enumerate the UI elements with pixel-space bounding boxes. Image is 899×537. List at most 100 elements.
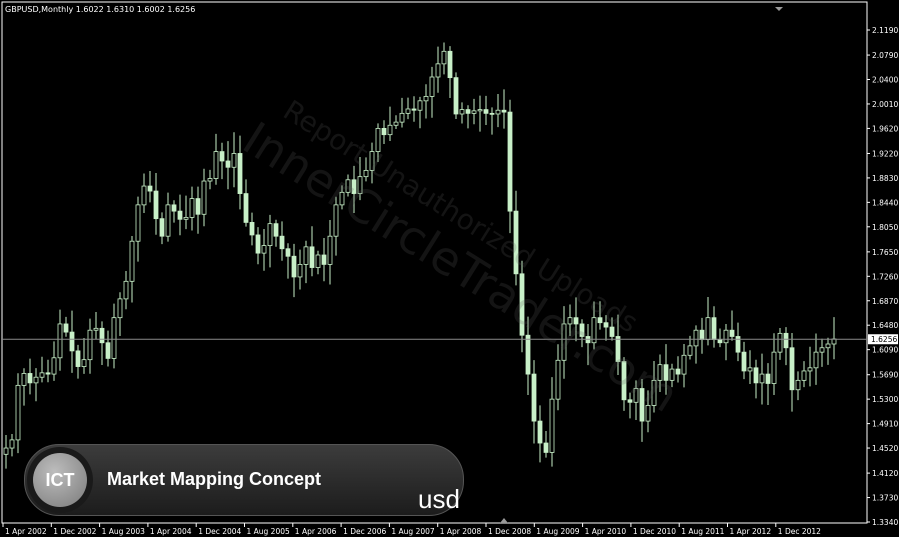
x-tick-label: 1 Dec 2010: [633, 527, 676, 536]
candle-body: [459, 109, 465, 115]
y-tick-label: 1.3730: [872, 494, 898, 503]
candle-body: [123, 280, 129, 300]
y-axis-ticks: 2.1190 2.0790 2.0400 2.0010 1.9620 1.9220 1.88…: [867, 26, 898, 527]
candle-body: [801, 370, 807, 381]
candle-body: [423, 96, 429, 102]
candle-body: [87, 329, 93, 361]
candle-body: [375, 127, 381, 152]
candle-body: [579, 323, 585, 337]
candle-body: [69, 331, 75, 352]
candle-body: [99, 327, 105, 344]
y-tick-label: 1.6090: [872, 346, 898, 355]
candle-body: [39, 372, 45, 378]
candle-body: [489, 112, 495, 115]
candle-body: [615, 336, 621, 362]
candle-body: [453, 77, 459, 115]
x-tick-label: 1 Apr 2008: [440, 527, 482, 536]
x-tick-label: 1 Aug 2005: [247, 527, 290, 536]
candle-body: [171, 204, 177, 212]
x-tick-label: 1 Apr 2012: [730, 527, 772, 536]
candle-body: [57, 323, 63, 359]
x-tick-label: 1 Dec 2012: [778, 527, 821, 536]
candle-body: [501, 109, 507, 113]
candle-body: [225, 160, 231, 168]
period-marker-icon: [500, 518, 508, 523]
candle-body: [783, 332, 789, 349]
candle-body: [345, 179, 351, 193]
banner-title: Market Mapping Concept: [107, 469, 322, 489]
candle-body: [573, 317, 579, 325]
candle-body: [33, 376, 39, 384]
candle-body: [279, 235, 285, 250]
candle-body: [465, 109, 471, 114]
candle-body: [165, 204, 171, 237]
candle-body: [813, 351, 819, 369]
x-tick-label: 1 Apr 2004: [150, 527, 192, 536]
x-tick-label: 1 Aug 2003: [102, 527, 145, 536]
candle-body: [537, 420, 543, 444]
candle-body: [795, 379, 801, 391]
current-price-label: 1.6256: [871, 335, 897, 344]
candle-body: [765, 373, 771, 384]
y-tick-label: 1.5690: [872, 371, 898, 380]
candle-body: [639, 388, 645, 422]
candle-body: [669, 368, 675, 381]
candle-body: [759, 373, 765, 384]
candle-body: [201, 180, 207, 215]
candle-body: [189, 198, 195, 218]
y-tick-label: 1.4120: [872, 469, 898, 478]
y-tick-label: 1.8440: [872, 198, 898, 207]
candle-body: [339, 191, 345, 206]
x-tick-label: 1 Apr 2010: [585, 527, 627, 536]
candle-body: [369, 151, 375, 171]
candle-body: [63, 323, 69, 333]
candle-body: [429, 76, 435, 97]
candle-body: [159, 218, 165, 237]
y-tick-label: 1.9220: [872, 149, 898, 158]
candle-body: [705, 317, 711, 341]
candle-body: [45, 372, 51, 375]
candle-body: [327, 235, 333, 265]
y-tick-label: 2.0400: [872, 76, 898, 85]
candle-body: [693, 329, 699, 347]
candle-body: [105, 342, 111, 359]
candle-body: [15, 384, 21, 441]
candle-body: [129, 240, 135, 282]
x-axis-ticks: 1 Apr 2002 1 Dec 2002 1 Aug 2003 1 Apr 2004…: [2, 523, 821, 536]
candle-body: [231, 153, 237, 168]
y-tick-label: 1.6870: [872, 297, 898, 306]
candle-body: [93, 327, 99, 331]
y-tick-label: 1.7260: [872, 272, 898, 281]
candle-body: [567, 317, 573, 325]
candle-body: [777, 332, 783, 353]
video-caption: usd: [418, 484, 460, 514]
lesson-banner: ICT Market Mapping Concept: [24, 444, 464, 516]
candle-body: [753, 367, 759, 384]
y-tick-label: 2.1190: [872, 26, 898, 35]
candle-body: [9, 439, 15, 449]
y-tick-label: 1.5300: [872, 395, 898, 404]
candle-body: [27, 373, 33, 384]
candle-body: [597, 317, 603, 324]
candle-body: [771, 351, 777, 384]
candle-body: [627, 399, 633, 403]
candle-body: [195, 198, 201, 215]
candle-body: [741, 351, 747, 372]
candle-body: [213, 151, 219, 179]
candle-body: [309, 246, 315, 268]
candle-body: [363, 169, 369, 178]
candle-body: [807, 367, 813, 372]
candle-body: [735, 336, 741, 353]
candle-body: [261, 245, 267, 254]
candle-body: [3, 447, 9, 455]
candle-body: [177, 210, 183, 220]
candle-body: [447, 50, 453, 79]
y-tick-label: 2.0010: [872, 100, 898, 109]
candle-body: [519, 273, 525, 336]
candle-body: [609, 326, 615, 337]
candle-body: [357, 176, 363, 194]
candle-body: [633, 388, 639, 403]
y-tick-label: 1.4520: [872, 444, 898, 453]
candle-body: [699, 329, 705, 341]
